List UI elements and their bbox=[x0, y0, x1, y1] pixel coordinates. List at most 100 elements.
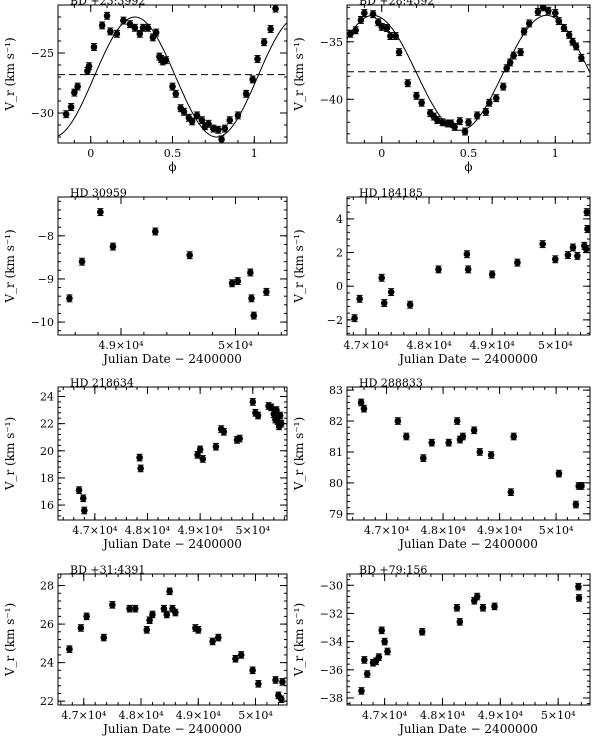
data-point bbox=[260, 38, 268, 46]
data-point bbox=[572, 43, 580, 50]
y-tick-label: 26 bbox=[40, 618, 54, 631]
panel-title: BD +23:3992 bbox=[70, 0, 145, 8]
data-point bbox=[473, 593, 481, 600]
data-point bbox=[461, 128, 469, 135]
data-layer bbox=[357, 398, 585, 509]
data-point bbox=[357, 399, 365, 406]
data-point bbox=[517, 48, 524, 56]
data-point bbox=[85, 62, 93, 70]
data-point bbox=[459, 433, 467, 440]
data-point bbox=[272, 676, 279, 684]
data-point bbox=[539, 240, 546, 248]
data-point bbox=[464, 266, 472, 273]
y-axis-label: V_r (km s⁻¹) bbox=[292, 417, 306, 491]
data-point bbox=[234, 112, 242, 119]
data-point bbox=[491, 603, 498, 610]
data-point bbox=[236, 435, 243, 442]
panel-4: HD 184185 4.7×10⁴ 4.8×10⁴ 4.9×10⁴ 5×10⁴ 4 2 0 −2… bbox=[292, 187, 591, 366]
y-axis-label: V_r (km s⁻¹) bbox=[292, 603, 306, 677]
x-tick-label: 4.9×10⁴ bbox=[178, 524, 224, 537]
data-point bbox=[428, 439, 436, 446]
data-point bbox=[352, 27, 359, 34]
data-point bbox=[199, 455, 207, 463]
data-point bbox=[77, 624, 85, 632]
data-point bbox=[247, 269, 254, 276]
data-point bbox=[79, 494, 87, 502]
data-point bbox=[78, 258, 86, 265]
data-point bbox=[137, 465, 144, 472]
x-tick-label: 0.5 bbox=[164, 147, 182, 160]
y-tick-label: −10 bbox=[31, 316, 54, 329]
data-point bbox=[276, 412, 284, 419]
y-tick-label: 28 bbox=[40, 580, 54, 593]
data-point bbox=[81, 507, 88, 514]
data-point bbox=[479, 604, 487, 612]
y-tick-label: 22 bbox=[40, 418, 54, 431]
data-point bbox=[433, 116, 441, 124]
x-tick-label: 4.7×10⁴ bbox=[362, 709, 408, 722]
data-point bbox=[169, 83, 176, 90]
y-tick-label: −36 bbox=[320, 664, 343, 677]
data-point bbox=[277, 420, 285, 427]
x-tick-label: 4.7×10⁴ bbox=[343, 339, 389, 352]
x-axis-label: Julian Date − 2400000 bbox=[101, 537, 242, 551]
panel-title: BD +31:4391 bbox=[70, 564, 145, 577]
x-tick-label: 4.9×10⁴ bbox=[477, 524, 523, 537]
data-point bbox=[574, 252, 581, 260]
data-point bbox=[384, 648, 391, 655]
data-point bbox=[378, 274, 386, 282]
data-point bbox=[381, 638, 388, 645]
y-axis-label: V_r (km s⁻¹) bbox=[3, 37, 17, 111]
data-point bbox=[62, 110, 70, 118]
x-tick-label: 5×10⁴ bbox=[218, 339, 253, 352]
data-point bbox=[418, 99, 425, 107]
x-axis-label: Julian Date − 2400000 bbox=[397, 537, 538, 551]
data-point bbox=[439, 119, 446, 126]
data-point bbox=[539, 5, 547, 11]
data-point bbox=[584, 225, 590, 233]
data-point bbox=[453, 417, 461, 425]
y-tick-label: 24 bbox=[40, 657, 54, 670]
y-tick-label: 79 bbox=[329, 508, 343, 521]
data-point bbox=[152, 29, 160, 36]
data-point bbox=[196, 446, 204, 453]
data-point bbox=[136, 454, 143, 461]
panel-6: HD 288833 4.7×10⁴ 4.8×10⁴ 4.9×10⁴ 5×10⁴ 83 82 8… bbox=[292, 377, 591, 551]
data-point bbox=[74, 83, 81, 90]
data-point bbox=[418, 628, 426, 636]
data-point bbox=[97, 208, 104, 216]
y-tick-label: −35 bbox=[320, 36, 343, 49]
x-tick-label: 4.8×10⁴ bbox=[125, 524, 171, 537]
x-axis-label: Julian Date − 2400000 bbox=[101, 722, 242, 736]
data-point bbox=[220, 428, 228, 436]
x-tick-label: 4.7×10⁴ bbox=[61, 709, 107, 722]
y-tick-label: −9 bbox=[38, 273, 54, 286]
data-point bbox=[358, 687, 365, 695]
data-point bbox=[120, 17, 127, 24]
data-point bbox=[575, 594, 583, 602]
x-tick-label: 0.5 bbox=[460, 147, 478, 160]
x-tick-label: 4.8×10⁴ bbox=[118, 709, 164, 722]
data-point bbox=[212, 443, 220, 451]
data-point bbox=[413, 92, 420, 100]
y-tick-label: −40 bbox=[320, 93, 343, 106]
panel-3: HD 30959 4.9×10⁴ 5×10⁴ −8 −9 −10 Julian Date −… bbox=[3, 187, 288, 366]
data-point bbox=[146, 616, 153, 624]
data-layer bbox=[351, 208, 590, 323]
data-point bbox=[507, 488, 515, 496]
data-layer bbox=[358, 582, 583, 695]
data-point bbox=[406, 301, 414, 309]
data-point bbox=[254, 55, 261, 63]
data-point bbox=[103, 12, 111, 20]
y-tick-label: 20 bbox=[40, 445, 54, 458]
data-point bbox=[360, 405, 368, 412]
data-point bbox=[254, 412, 262, 419]
y-tick-label: −38 bbox=[320, 692, 343, 705]
plot-frame bbox=[57, 4, 288, 144]
data-point bbox=[248, 295, 255, 302]
y-tick-label: −30 bbox=[320, 579, 343, 592]
x-tick-label: 0 bbox=[378, 147, 385, 160]
data-point bbox=[205, 120, 212, 128]
y-tick-label: 22 bbox=[40, 695, 54, 708]
data-point bbox=[383, 24, 391, 32]
